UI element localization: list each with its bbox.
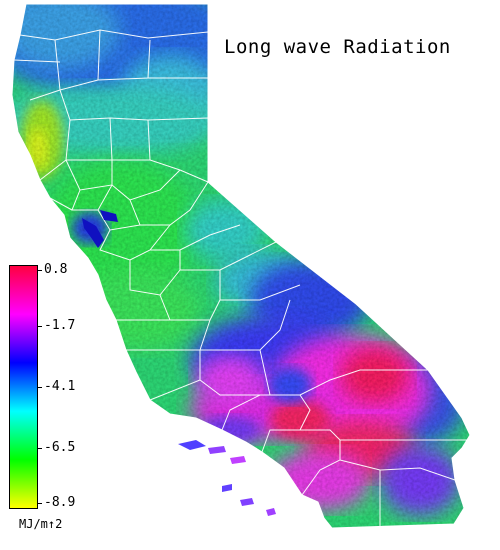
tick-label-2: -1.7 bbox=[44, 318, 76, 333]
bay-water bbox=[82, 218, 104, 248]
tick-label-4: -6.5 bbox=[44, 440, 76, 455]
tick-mark-0 bbox=[38, 270, 42, 271]
tick-mark-2 bbox=[38, 387, 42, 388]
tick-mark-3 bbox=[38, 448, 42, 449]
tick-mark-1 bbox=[38, 326, 42, 327]
delta-water bbox=[100, 210, 118, 222]
state-outline bbox=[11, 3, 471, 529]
tick-mark-4 bbox=[38, 503, 42, 504]
county-boundaries bbox=[13, 29, 470, 526]
map-title: Long wave Radiation bbox=[224, 36, 451, 58]
tick-label-min: -8.9 bbox=[44, 495, 76, 510]
tick-label-3: -4.1 bbox=[44, 379, 76, 394]
colorbar bbox=[9, 265, 38, 509]
unit-label: MJ/m↑2 bbox=[19, 517, 63, 531]
tick-label-max: 0.8 bbox=[44, 262, 68, 277]
channel-islands bbox=[178, 440, 276, 516]
